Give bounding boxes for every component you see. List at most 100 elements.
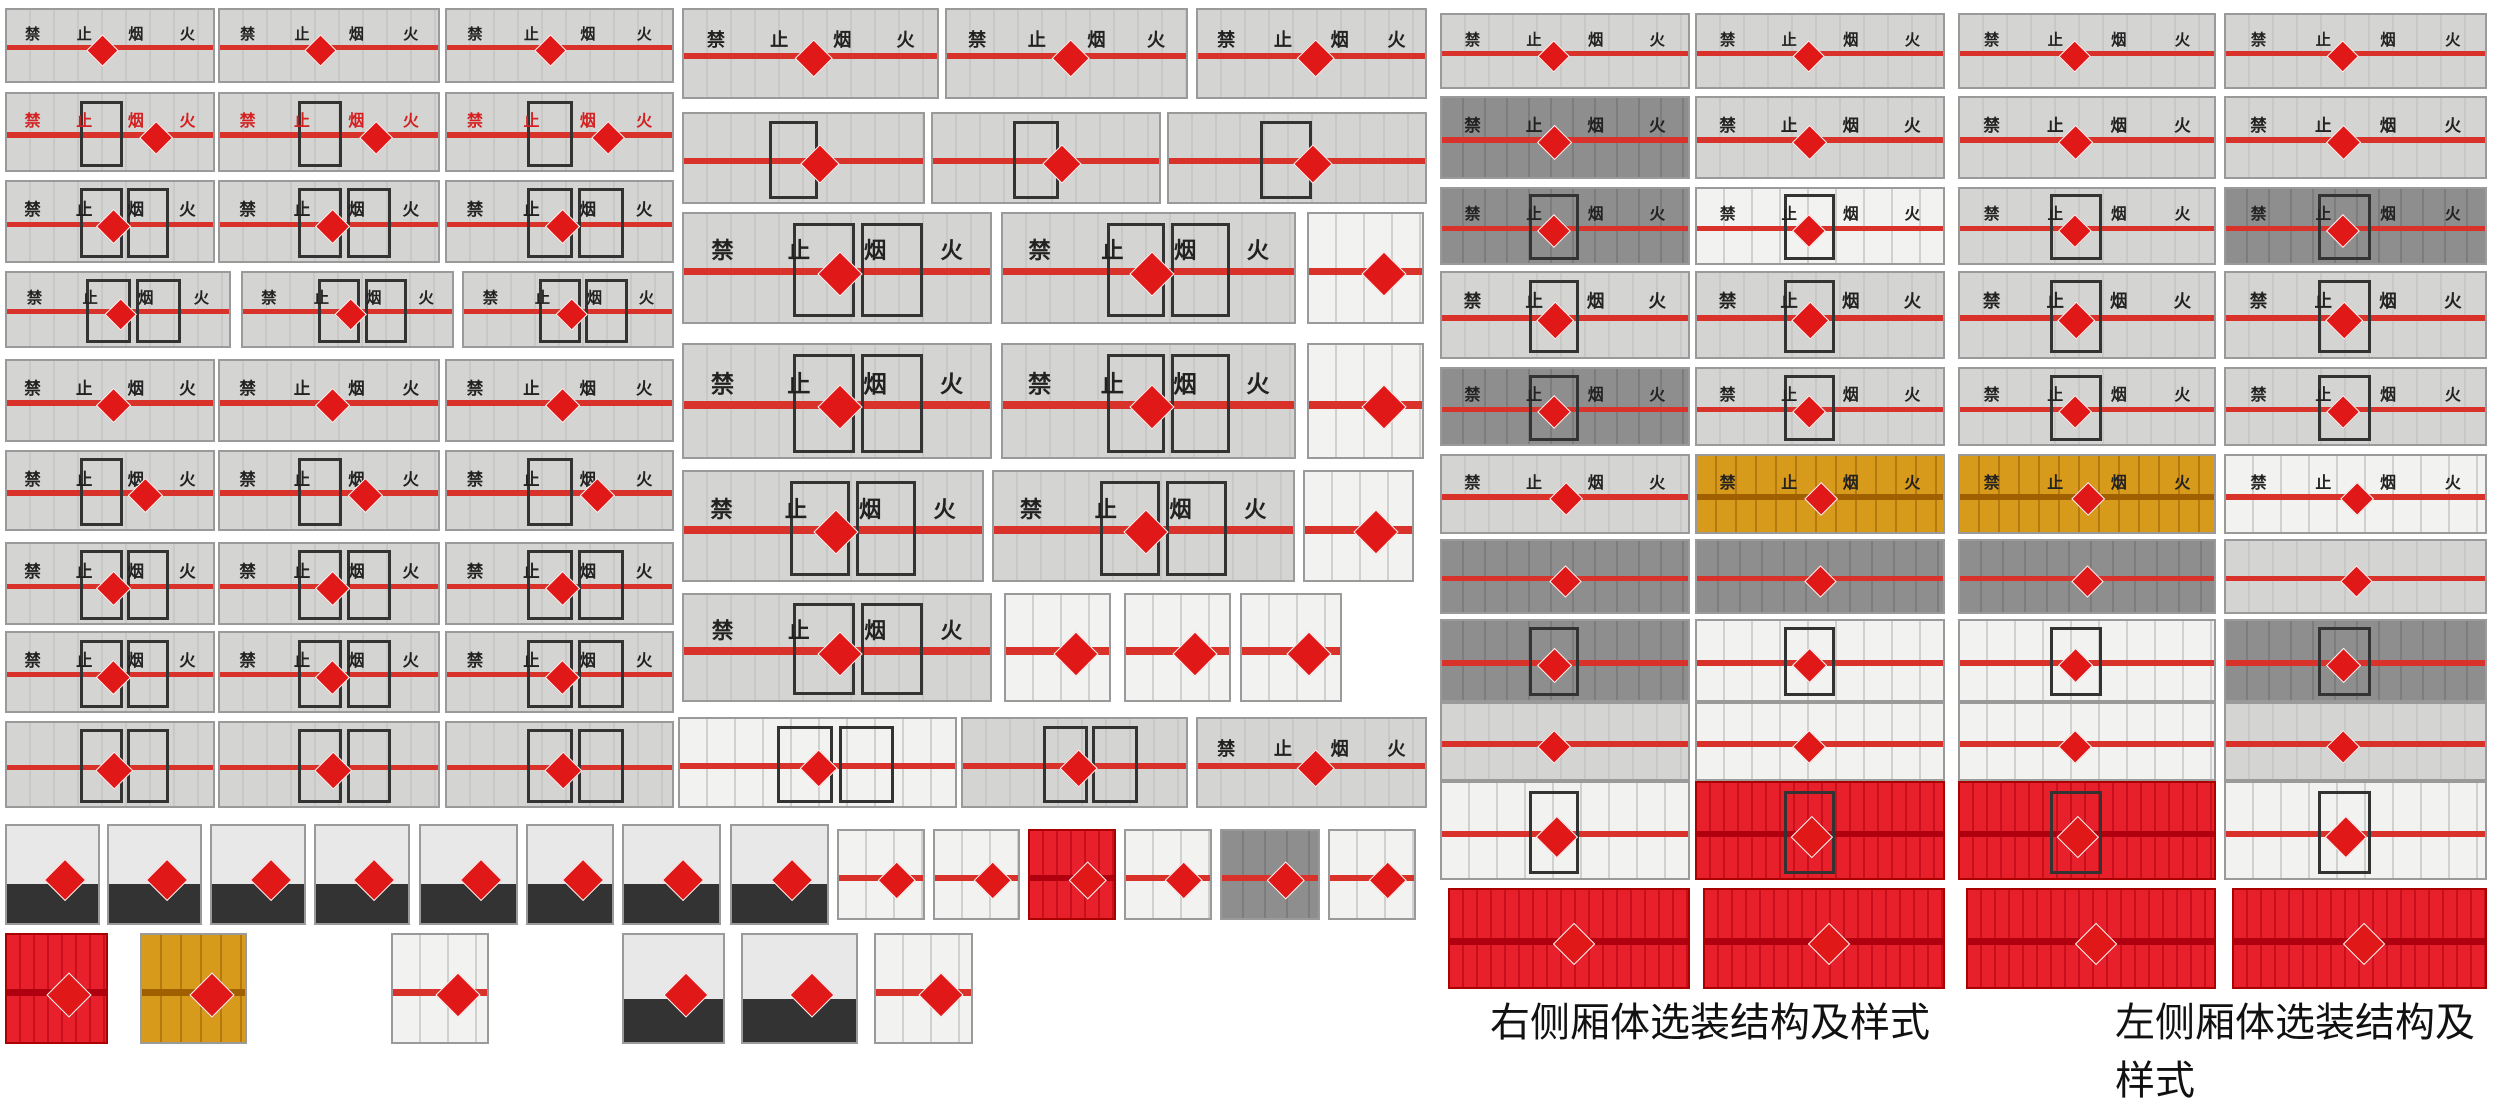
- sign-char: 止: [75, 200, 93, 220]
- no-fire-sign: 禁止烟火: [220, 466, 438, 490]
- truck-box-panel: 禁止烟火: [4, 542, 216, 625]
- no-fire-sign: 禁止烟火: [1198, 735, 1425, 761]
- flammable-hazard-diamond-icon: [1552, 922, 1596, 966]
- stripe: [446, 132, 673, 138]
- sign-char: 火: [1387, 739, 1406, 761]
- sign-char: 烟: [348, 562, 365, 582]
- truck-box-panel: 禁止烟火: [1957, 366, 2217, 447]
- sign-char: 烟: [1843, 30, 1859, 49]
- sign-char: 禁: [1464, 115, 1481, 135]
- truck-box-panel: 禁止烟火: [4, 449, 216, 531]
- sign-char: 火: [636, 24, 652, 43]
- sign-char: 烟: [2380, 204, 2396, 223]
- flammable-hazard-diamond-icon: [2326, 729, 2361, 764]
- no-fire-sign: 禁止烟火: [220, 558, 438, 582]
- no-fire-sign: 禁止烟火: [684, 233, 989, 265]
- truck-box-panel: 禁止烟火: [218, 449, 441, 531]
- sign-char: 火: [193, 289, 210, 308]
- door-frame: [860, 603, 923, 696]
- truck-box-panel: [621, 824, 721, 925]
- sign-char: 止: [293, 651, 311, 671]
- door-frame: [1784, 790, 1835, 875]
- truck-box-panel: [1965, 888, 2217, 989]
- flammable-hazard-diamond-icon: [43, 859, 87, 902]
- truck-box-panel: 禁止烟火: [444, 358, 675, 442]
- sign-char: 禁: [1983, 385, 2000, 405]
- door-frame: [126, 639, 169, 708]
- door-frame: [2050, 626, 2102, 697]
- sign-char: 止: [523, 24, 539, 43]
- sign-char: 禁: [2250, 385, 2267, 405]
- truck-box-panel: 禁止烟火: [1957, 12, 2217, 90]
- truck-box-panel: [1167, 111, 1427, 205]
- door-frame: [1529, 279, 1580, 354]
- sign-char: 禁: [710, 371, 735, 398]
- sign-char: 止: [1780, 115, 1798, 135]
- sign-char: 止: [1526, 473, 1543, 493]
- sign-char: 烟: [2110, 385, 2127, 405]
- flammable-hazard-diamond-icon: [459, 859, 503, 902]
- truck-box-panel: [1004, 593, 1112, 702]
- sign-char: 禁: [239, 378, 256, 398]
- truck-box-panel: 禁止烟火: [444, 7, 675, 83]
- stripe: [446, 490, 673, 496]
- sign-char: 火: [2445, 204, 2461, 223]
- truck-box-panel: [932, 829, 1021, 920]
- door-frame: [80, 457, 123, 526]
- sign-char: 禁: [466, 469, 484, 489]
- truck-box-panel: [1307, 342, 1424, 460]
- sign-char: 禁: [1028, 238, 1051, 265]
- sign-char: 火: [1649, 385, 1666, 405]
- sign-char: 火: [2444, 292, 2462, 313]
- sign-char: 烟: [2379, 115, 2397, 135]
- sign-char: 止: [1526, 385, 1543, 405]
- truck-box-panel: 禁止烟火: [4, 358, 216, 442]
- sign-char: 止: [787, 238, 811, 265]
- sign-char: 烟: [366, 289, 382, 308]
- sign-char: 烟: [1842, 115, 1860, 135]
- no-fire-sign: 禁止烟火: [1198, 26, 1425, 52]
- truck-box-panel: [4, 720, 216, 809]
- truck-box-panel: 禁止烟火: [444, 449, 675, 531]
- no-fire-sign: 禁止烟火: [1442, 202, 1688, 224]
- flammable-hazard-diamond-icon: [1164, 860, 1203, 900]
- sign-char: 止: [1780, 292, 1798, 313]
- truck-box-panel: 禁止烟火: [218, 358, 441, 442]
- sign-char: 止: [784, 496, 808, 523]
- sign-char: 禁: [2250, 473, 2267, 493]
- truck-box-panel: [2232, 888, 2488, 989]
- no-fire-sign: 禁止烟火: [1442, 112, 1688, 136]
- sign-char: 烟: [348, 651, 365, 671]
- no-fire-sign: 禁止烟火: [994, 492, 1293, 524]
- door-frame: [2050, 194, 2102, 260]
- no-fire-sign: 禁止烟火: [684, 492, 981, 524]
- no-fire-sign: 禁止烟火: [1697, 202, 1943, 224]
- truck-box-panel: [444, 720, 675, 809]
- truck-box-panel: 禁止烟火: [1439, 12, 1691, 90]
- door-frame: [2318, 626, 2371, 697]
- sign-char: 火: [2174, 385, 2191, 405]
- sign-char: 烟: [1842, 385, 1859, 405]
- caption-right-side: 右侧厢体选装结构及样式: [1490, 1000, 1930, 1046]
- truck-box-panel: [314, 824, 410, 925]
- truck-box-panel: [730, 824, 830, 925]
- sign-char: 火: [179, 651, 196, 671]
- sign-char: 禁: [239, 111, 256, 131]
- truck-box-panel: 禁止烟火: [1694, 12, 1946, 90]
- sign-char: 火: [418, 289, 434, 308]
- no-fire-sign: 禁止烟火: [2226, 202, 2485, 224]
- sign-char: 止: [2046, 115, 2064, 135]
- sign-char: 止: [523, 378, 540, 398]
- sign-char: 火: [402, 111, 419, 131]
- sign-char: 烟: [833, 29, 852, 51]
- flammable-hazard-diamond-icon: [663, 972, 710, 1018]
- flammable-hazard-diamond-icon: [1053, 630, 1099, 677]
- sign-char: 火: [1648, 292, 1666, 313]
- door-frame: [297, 457, 343, 526]
- no-fire-sign: 禁止烟火: [1960, 28, 2214, 50]
- no-fire-sign: 禁止烟火: [447, 108, 673, 131]
- door-frame: [577, 188, 624, 258]
- sign-char: 火: [1649, 204, 1666, 223]
- no-fire-sign: 禁止烟火: [7, 647, 213, 671]
- sign-char: 禁: [1719, 385, 1736, 405]
